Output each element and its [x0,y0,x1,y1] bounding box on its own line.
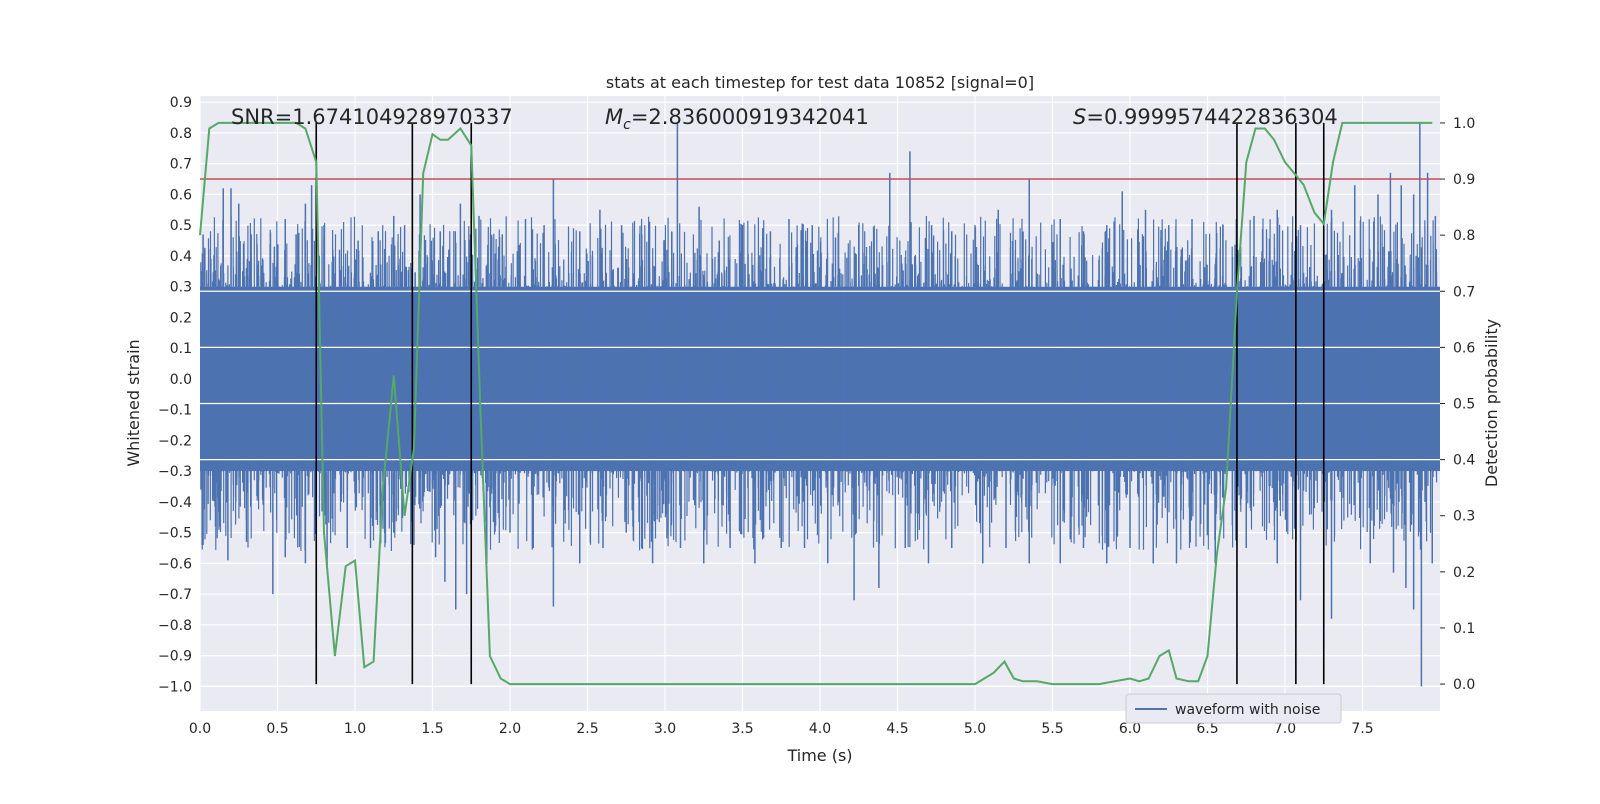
right-tick-label: 0.6 [1453,340,1475,356]
vertical-lines [315,122,1325,685]
chart-title: stats at each timestep for test data 108… [606,73,1034,92]
right-tick-labels: 1.0 0.9 0.8 0.7 0.6 0.5 0.4 0.3 0.2 0.1 0.0 [1440,116,1475,693]
left-tick-label: −0.4 [158,495,192,511]
x-tick-label: 6.0 [1119,721,1141,737]
left-tick-label: −0.5 [158,526,192,542]
legend: waveform with noise [1125,693,1342,724]
left-tick-label: 0.2 [170,310,192,326]
left-tick-label: 0.6 [170,187,192,203]
x-tick-label: 5.0 [964,721,986,737]
left-tick-label: 0.5 [170,218,192,234]
x-tick-label: 1.5 [421,721,443,737]
right-tick-label: 0.4 [1453,453,1475,469]
right-tick-label: 0.0 [1453,677,1475,693]
right-tick-label: 1.0 [1453,116,1475,132]
waveform-series [200,123,1440,687]
left-tick-label: −0.7 [158,587,192,603]
left-tick-label: −0.1 [158,403,192,419]
left-tick-label: 0.3 [170,280,192,296]
legend-entry: waveform with noise [1175,702,1320,718]
x-tick-label: 7.0 [1274,721,1296,737]
snr-annotation: SNR=1.674104928970337 [231,105,513,129]
left-tick-label: 0.1 [170,341,192,357]
left-tick-labels: 0.9 0.8 0.7 0.6 0.5 0.4 0.3 0.2 0.1 0.0 −0.1 −0.2 −0… [158,95,192,695]
right-tick-label: 0.7 [1453,284,1475,300]
x-tick-label: 7.5 [1351,721,1373,737]
left-axis-label: Whitened strain [124,339,143,466]
x-tick-label: 3.5 [731,721,753,737]
right-tick-label: 0.3 [1453,509,1475,525]
left-tick-label: 0.0 [170,372,192,388]
x-tick-label: 5.5 [1041,721,1063,737]
mc-annotation: Mc=2.836000919342041 [605,105,869,133]
right-tick-label: 0.5 [1453,397,1475,413]
x-tick-label: 2.5 [576,721,598,737]
left-tick-label: 0.9 [170,95,192,111]
detection-probability-line [199,121,1433,686]
x-tick-label: 4.5 [886,721,908,737]
x-tick-label: 0.0 [189,721,211,737]
right-tick-label: 0.1 [1453,621,1475,637]
x-tick-label: 6.5 [1196,721,1218,737]
left-tick-label: −0.8 [158,618,192,634]
x-tick-label: 4.0 [809,721,831,737]
x-tick-label: 1.0 [344,721,366,737]
left-tick-label: −0.9 [158,649,192,665]
right-tick-label: 0.2 [1453,565,1475,581]
left-tick-label: 0.4 [170,249,192,265]
detection-probability-series [199,121,1433,686]
left-tick-label: −0.3 [158,464,192,480]
left-tick-label: 0.7 [170,157,192,173]
right-tick-label: 0.9 [1453,172,1475,188]
legend-box [1125,693,1342,724]
left-tick-label: 0.8 [170,126,192,142]
x-axis-label: Time (s) [786,746,852,765]
right-tick-label: 0.8 [1453,228,1475,244]
waveform-noise [200,216,1438,551]
s-annotation: S=0.9999574422836304 [1073,105,1338,129]
left-tick-label: −0.6 [158,556,192,572]
x-tick-labels: 0.0 0.5 1.0 1.5 2.0 2.5 3.0 3.5 4.0 4.5 5.0 5.5 6.0 6… [189,721,1374,737]
left-tick-label: −1.0 [158,679,192,695]
right-axis-label: Detection probability [1482,319,1501,487]
x-tick-label: 2.0 [499,721,521,737]
x-tick-label: 0.5 [266,721,288,737]
left-tick-label: −0.2 [158,433,192,449]
x-tick-label: 3.0 [654,721,676,737]
